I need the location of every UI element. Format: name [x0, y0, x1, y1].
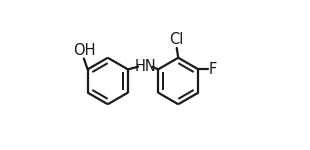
Text: F: F: [208, 62, 217, 77]
Text: Cl: Cl: [170, 32, 184, 47]
Text: OH: OH: [73, 43, 95, 58]
Text: HN: HN: [134, 59, 156, 74]
